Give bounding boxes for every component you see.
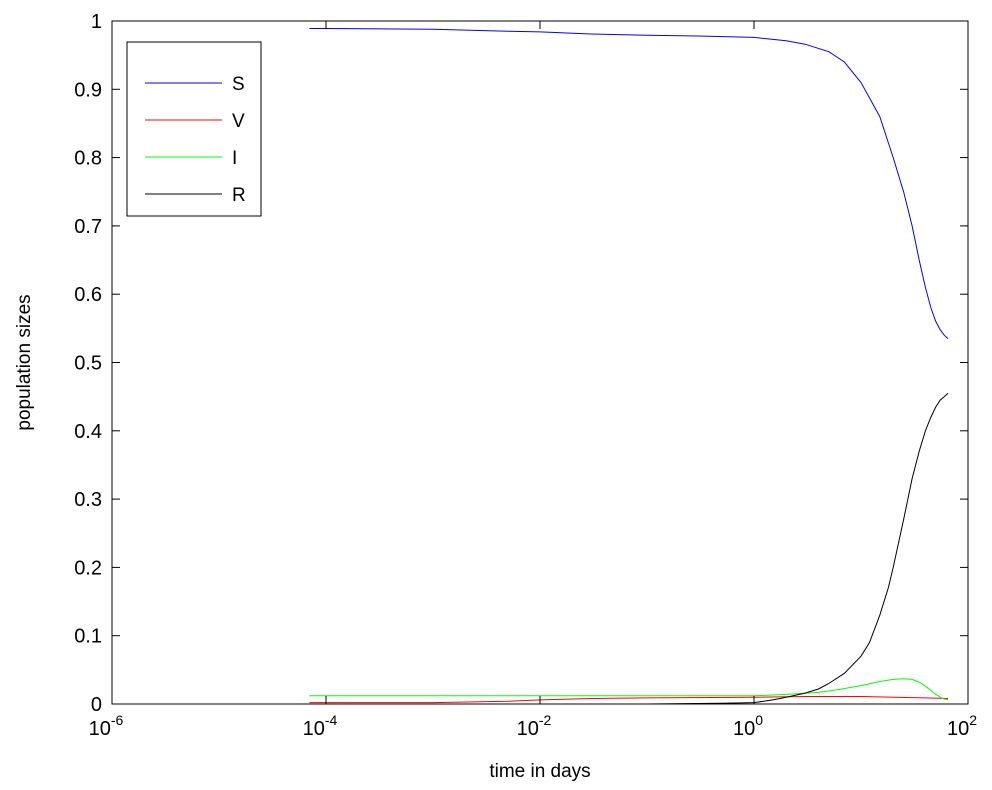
y-tick-label: 0.5 [74, 353, 102, 375]
y-axis-title: population sizes [14, 294, 35, 430]
y-tick-label: 0.2 [74, 557, 102, 579]
x-tick-label-base: 10 [733, 718, 755, 740]
x-tick-label-base: 10 [89, 718, 111, 740]
series-line-V [309, 696, 949, 704]
series-line-I [309, 678, 949, 701]
y-tick-label: 0.6 [74, 284, 102, 306]
tick-layer: 10-6 10-4 10-2 100 10200.10.20.30.40.50.60.7… [74, 11, 977, 740]
x-tick-label: 10-6 [89, 712, 124, 740]
y-tick-label: 0.7 [74, 216, 102, 238]
legend-label-I: I [232, 148, 237, 169]
series-line-R [309, 392, 949, 705]
x-tick-label-exponent: 0 [755, 712, 763, 728]
x-tick-label-base: 10 [303, 718, 325, 740]
x-tick-label-exponent: -6 [111, 712, 124, 728]
x-tick-label-base: 10 [947, 718, 969, 740]
y-tick-label: 0 [91, 694, 102, 716]
x-tick-label: 102 [947, 712, 977, 740]
y-tick-label: 1 [91, 11, 102, 33]
y-tick-label: 0.9 [74, 79, 102, 101]
legend-label-R: R [232, 185, 246, 206]
legend-label-V: V [232, 111, 245, 132]
x-tick-label: 100 [733, 712, 763, 740]
x-tick-label-base: 10 [517, 718, 539, 740]
y-tick-label: 0.3 [74, 489, 102, 511]
x-tick-label: 10-4 [303, 712, 338, 740]
y-tick-label: 0.8 [74, 148, 102, 170]
legend-box [126, 41, 262, 217]
y-tick-label: 0.4 [74, 421, 102, 443]
y-tick-label: 0.1 [74, 626, 102, 648]
x-tick-label-exponent: 2 [969, 712, 977, 728]
legend-label-S: S [232, 74, 245, 95]
x-tick-label: 10-2 [517, 712, 552, 740]
x-tick-label-exponent: -4 [325, 712, 338, 728]
series-layer [309, 28, 949, 705]
series-line-S [309, 28, 949, 339]
x-axis-title: time in days [489, 761, 590, 782]
x-tick-label-exponent: -2 [539, 712, 552, 728]
